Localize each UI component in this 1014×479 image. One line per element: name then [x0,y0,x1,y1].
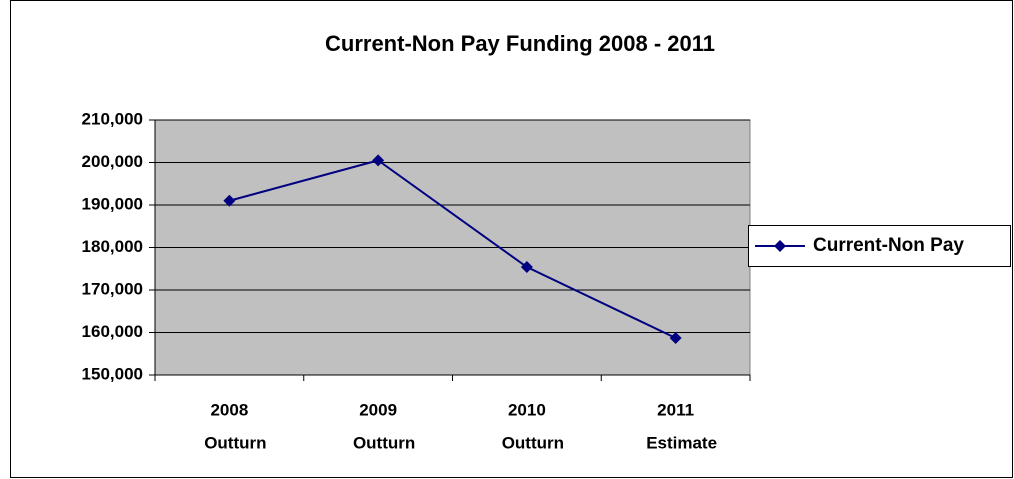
line [229,159,677,339]
x-tick-label: 2008 [210,400,248,419]
y-tick-label: 200,000 [82,152,143,171]
y-tick-label: 180,000 [82,237,143,256]
x-tick-label: 2009 [359,400,397,419]
x-tick-label: 2011 [657,400,694,419]
x-tick-label: Estimate [646,433,717,452]
x-tick-label: Outturn [502,433,564,452]
x-tick-label: Outturn [353,433,415,452]
y-tick-label: 190,000 [82,194,143,213]
marker [774,240,786,252]
y-tick-label: 150,000 [82,364,143,383]
x-tick-label: Outturn [204,433,266,452]
y-tick-label: 160,000 [82,322,143,341]
marker [520,261,533,274]
legend-label: Current-Non Pay [813,235,964,256]
y-tick-label: 210,000 [82,109,143,128]
x-tick-label: 2010 [508,400,546,419]
y-tick-label: 170,000 [82,279,143,298]
marker [223,194,236,207]
marker [372,154,385,167]
marker [669,332,682,345]
chart-title: Current-Non Pay Funding 2008 - 2011 [325,31,715,56]
